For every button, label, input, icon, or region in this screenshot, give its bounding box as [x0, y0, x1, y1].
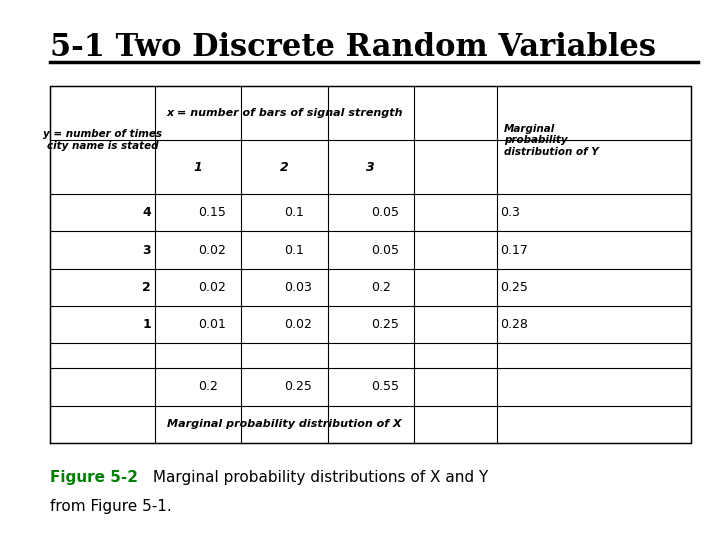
Text: 3: 3 — [366, 161, 375, 174]
Text: 0.17: 0.17 — [500, 244, 528, 256]
Text: 2: 2 — [280, 161, 289, 174]
Text: 0.02: 0.02 — [198, 281, 226, 294]
Text: 0.01: 0.01 — [198, 318, 226, 331]
Text: 0.28: 0.28 — [500, 318, 528, 331]
Text: 0.25: 0.25 — [371, 318, 399, 331]
Text: x = number of bars of signal strength: x = number of bars of signal strength — [166, 109, 402, 118]
Text: 1: 1 — [143, 318, 151, 331]
Text: Figure 5-2: Figure 5-2 — [50, 470, 138, 485]
Text: 0.1: 0.1 — [284, 206, 305, 219]
Text: 0.2: 0.2 — [198, 380, 218, 393]
Text: 0.05: 0.05 — [371, 244, 399, 256]
Text: 0.25: 0.25 — [284, 380, 312, 393]
Text: from Figure 5-1.: from Figure 5-1. — [50, 500, 172, 515]
Text: 0.1: 0.1 — [284, 244, 305, 256]
Text: y = number of times
city name is stated: y = number of times city name is stated — [43, 130, 162, 151]
Text: 0.25: 0.25 — [500, 281, 528, 294]
Text: 2: 2 — [143, 281, 151, 294]
Text: 5-1 Two Discrete Random Variables: 5-1 Two Discrete Random Variables — [50, 32, 657, 63]
Text: 3: 3 — [143, 244, 151, 256]
Text: 0.2: 0.2 — [371, 281, 391, 294]
Text: 0.15: 0.15 — [198, 206, 226, 219]
Text: 0.02: 0.02 — [284, 318, 312, 331]
Text: 1: 1 — [194, 161, 202, 174]
Text: 0.55: 0.55 — [371, 380, 399, 393]
Text: 0.3: 0.3 — [500, 206, 521, 219]
Text: 0.03: 0.03 — [284, 281, 312, 294]
Text: 0.05: 0.05 — [371, 206, 399, 219]
Text: 4: 4 — [143, 206, 151, 219]
Text: Marginal
probability
distribution of Y: Marginal probability distribution of Y — [504, 124, 599, 157]
Text: Marginal probability distribution of X: Marginal probability distribution of X — [167, 419, 402, 429]
Text: Marginal probability distributions of X and Y: Marginal probability distributions of X … — [148, 470, 488, 485]
Text: 0.02: 0.02 — [198, 244, 226, 256]
